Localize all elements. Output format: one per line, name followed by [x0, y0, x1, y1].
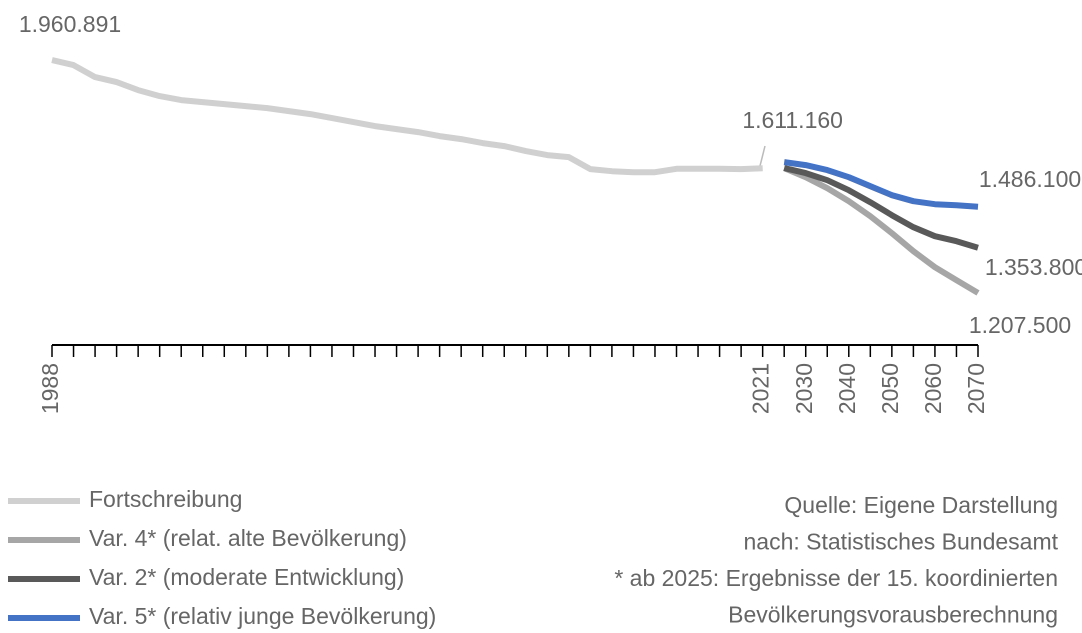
- x-tick-label: 2021: [748, 363, 774, 414]
- series-line: [51, 57, 763, 176]
- leader-line: [759, 145, 766, 167]
- source-note: Quelle: Eigene Darstellung: [784, 492, 1058, 518]
- source-note: * ab 2025: Ergebnisse der 15. koordinier…: [614, 565, 1058, 591]
- legend-label: Var. 4* (relat. alte Bevölkerung): [89, 525, 407, 551]
- data-label: 1.353.800: [985, 254, 1082, 280]
- legend-label: Fortschreibung: [89, 486, 242, 512]
- legend-label: Var. 5* (relativ junge Bevölkerung): [89, 603, 436, 629]
- data-label: 1.960.891: [19, 11, 121, 37]
- x-tick-label: 2030: [791, 363, 817, 414]
- series-line: [783, 165, 980, 296]
- data-label: 1.611.160: [742, 107, 843, 133]
- source-note: Bevölkerungsvorausberechnung: [728, 602, 1058, 628]
- series-line: [783, 159, 979, 210]
- series-line: [783, 165, 979, 251]
- source-note: nach: Statistisches Bundesamt: [744, 529, 1059, 555]
- legend-label: Var. 2* (moderate Entwicklung): [89, 564, 404, 590]
- x-tick-label: 2040: [834, 363, 860, 414]
- x-tick-label: 1988: [37, 363, 63, 414]
- data-label: 1.207.500: [969, 312, 1071, 338]
- x-tick-label: 2060: [920, 363, 946, 414]
- x-tick-label: 2070: [963, 363, 989, 414]
- data-label: 1.486.100: [979, 166, 1081, 192]
- x-tick-label: 2050: [877, 363, 903, 414]
